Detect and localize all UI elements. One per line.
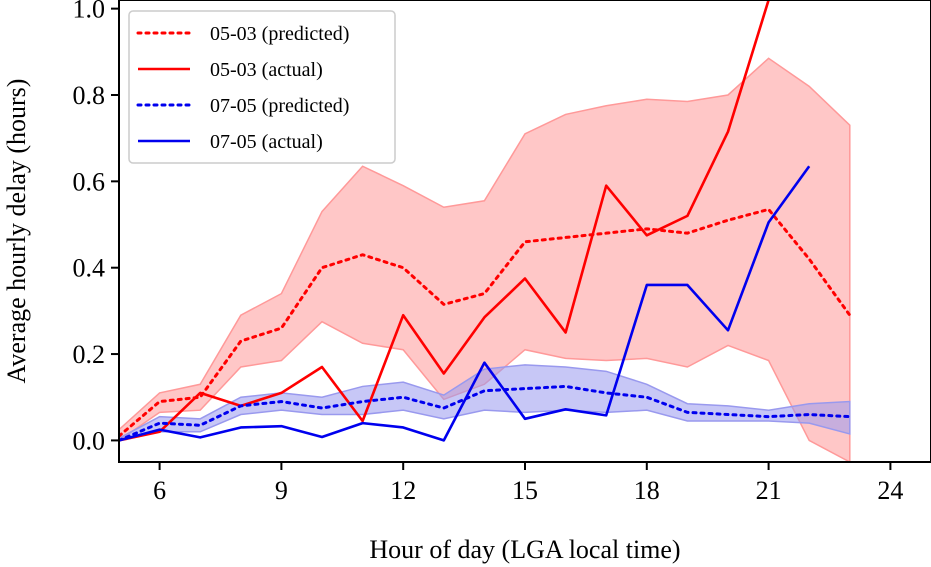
legend-label-3: 07-05 (actual) <box>210 131 323 153</box>
x-tick-label: 9 <box>275 476 288 505</box>
x-tick-label: 6 <box>153 476 166 505</box>
legend-label-1: 05-03 (actual) <box>210 59 323 81</box>
series-line-1 <box>119 0 771 442</box>
legend-label-0: 05-03 (predicted) <box>210 23 349 45</box>
y-axis-label: Average hourly delay (hours) <box>2 79 31 384</box>
y-tick-label: 0.4 <box>73 254 106 283</box>
legend: 05-03 (predicted) 05-03 (actual) 07-05 (pr… <box>128 10 396 164</box>
band-0 <box>119 57 851 462</box>
x-tick-label: 24 <box>877 476 903 505</box>
x-tick-label: 18 <box>634 476 660 505</box>
series-lines <box>119 0 852 442</box>
series-line-2 <box>119 384 852 442</box>
x-tick-label: 12 <box>390 476 416 505</box>
y-tick-label: 0.6 <box>73 167 106 196</box>
y-tick-label: 1.0 <box>73 0 106 24</box>
x-tick-label: 15 <box>512 476 538 505</box>
x-tick-label: 21 <box>756 476 782 505</box>
y-tick-label: 0.8 <box>73 81 106 110</box>
y-tick-label: 0.2 <box>73 340 106 369</box>
legend-box <box>128 10 396 164</box>
x-axis-label: Hour of day (LGA local time) <box>369 535 680 564</box>
x-axis: 6 9 12 15 18 21 24 <box>153 462 903 505</box>
series-line-0 <box>119 207 852 438</box>
y-tick-label: 0.0 <box>73 426 106 455</box>
y-axis: 0.0 0.2 0.4 0.6 0.8 1.0 <box>73 0 119 455</box>
legend-label-2: 07-05 (predicted) <box>210 95 349 117</box>
series-line-3 <box>119 165 811 442</box>
